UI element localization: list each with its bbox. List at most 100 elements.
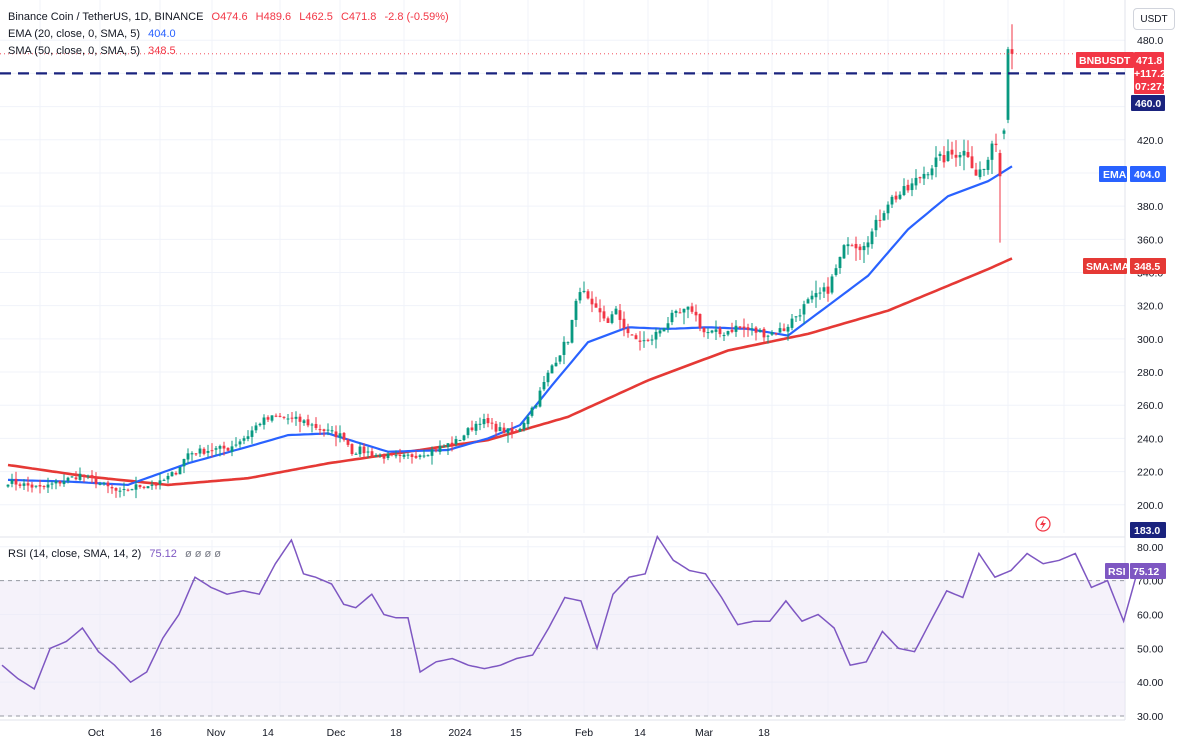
candle-body[interactable]: [754, 327, 758, 333]
candle-body[interactable]: [770, 332, 774, 335]
candle-body[interactable]: [466, 428, 470, 436]
candle-body[interactable]: [534, 405, 538, 408]
candle-body[interactable]: [638, 340, 642, 342]
candle-body[interactable]: [18, 484, 22, 486]
candle-body[interactable]: [694, 311, 698, 316]
candle-body[interactable]: [106, 482, 110, 487]
candle-body[interactable]: [418, 455, 422, 458]
candle-body[interactable]: [650, 339, 654, 341]
candle-body[interactable]: [458, 440, 462, 442]
candle-body[interactable]: [630, 334, 634, 336]
candle-body[interactable]: [242, 438, 246, 441]
candle-body[interactable]: [990, 143, 994, 160]
candle-body[interactable]: [982, 168, 986, 170]
candle-body[interactable]: [98, 483, 102, 485]
candle-body[interactable]: [322, 429, 326, 431]
candle-body[interactable]: [790, 318, 794, 328]
candle-body[interactable]: [930, 168, 934, 176]
candle-body[interactable]: [6, 484, 10, 487]
candle-body[interactable]: [310, 424, 314, 426]
candle-body[interactable]: [406, 454, 410, 456]
candle-body[interactable]: [678, 312, 682, 314]
candle-body[interactable]: [74, 477, 78, 480]
candle-body[interactable]: [606, 318, 610, 323]
candle-body[interactable]: [614, 308, 618, 315]
candle-body[interactable]: [902, 186, 906, 196]
candle-body[interactable]: [542, 382, 546, 390]
candle-body[interactable]: [414, 455, 418, 458]
candle-body[interactable]: [826, 286, 830, 294]
candle-body[interactable]: [854, 243, 858, 249]
candle-body[interactable]: [426, 455, 430, 457]
candle-body[interactable]: [538, 390, 542, 407]
candle-body[interactable]: [898, 194, 902, 199]
candle-body[interactable]: [958, 155, 962, 158]
time-axis[interactable]: Oct 16 Nov 14 Dec 18 2024 15 Feb 14 Mar 18: [88, 727, 770, 739]
candle-body[interactable]: [1002, 130, 1006, 134]
candle-body[interactable]: [330, 430, 334, 432]
ema-legend[interactable]: EMA (20, close, 0, SMA, 5) 404.0: [8, 27, 181, 41]
candle-body[interactable]: [170, 472, 174, 477]
candle-body[interactable]: [926, 174, 930, 176]
candle-body[interactable]: [278, 415, 282, 417]
candle-body[interactable]: [34, 485, 38, 487]
candle-body[interactable]: [910, 183, 914, 191]
candle-body[interactable]: [26, 483, 30, 486]
candle-body[interactable]: [390, 453, 394, 455]
candle-body[interactable]: [598, 308, 602, 313]
candle-body[interactable]: [546, 372, 550, 383]
candle-body[interactable]: [198, 448, 202, 454]
candle-body[interactable]: [398, 455, 402, 457]
candle-body[interactable]: [10, 479, 14, 484]
candle-body[interactable]: [586, 291, 590, 299]
candle-body[interactable]: [670, 312, 674, 323]
candle-body[interactable]: [846, 244, 850, 247]
candle-body[interactable]: [126, 489, 130, 491]
candle-body[interactable]: [478, 423, 482, 425]
candle-body[interactable]: [342, 432, 346, 440]
candle-body[interactable]: [662, 328, 666, 332]
candle-body[interactable]: [658, 330, 662, 334]
candle-body[interactable]: [62, 481, 66, 485]
candle-body[interactable]: [402, 454, 406, 457]
candle-body[interactable]: [574, 300, 578, 320]
candle-body[interactable]: [206, 451, 210, 453]
candle-body[interactable]: [774, 333, 778, 335]
candle-body[interactable]: [294, 416, 298, 419]
candle-body[interactable]: [566, 342, 570, 344]
candle-body[interactable]: [674, 310, 678, 313]
candle-body[interactable]: [762, 328, 766, 338]
candle-body[interactable]: [522, 422, 526, 430]
candle-body[interactable]: [230, 446, 234, 452]
candle-body[interactable]: [946, 151, 950, 161]
candle-body[interactable]: [934, 157, 938, 167]
candle-body[interactable]: [742, 326, 746, 329]
candle-body[interactable]: [830, 276, 834, 293]
candle-body[interactable]: [54, 481, 58, 484]
candle-body[interactable]: [806, 299, 810, 304]
candle-body[interactable]: [942, 155, 946, 163]
candle-body[interactable]: [842, 245, 846, 259]
candle-body[interactable]: [866, 242, 870, 248]
candle-body[interactable]: [30, 484, 34, 488]
candle-body[interactable]: [954, 154, 958, 158]
candle-body[interactable]: [938, 153, 942, 157]
candle-body[interactable]: [486, 418, 490, 424]
candle-body[interactable]: [254, 425, 258, 431]
candle-body[interactable]: [86, 475, 90, 477]
candle-body[interactable]: [302, 420, 306, 423]
candle-body[interactable]: [706, 332, 710, 334]
candle-body[interactable]: [250, 430, 254, 437]
candle-body[interactable]: [526, 416, 530, 425]
candle-body[interactable]: [42, 486, 46, 488]
candle-body[interactable]: [782, 328, 786, 331]
candle-body[interactable]: [1010, 49, 1014, 54]
candle-body[interactable]: [890, 196, 894, 205]
candle-body[interactable]: [270, 415, 274, 421]
candle-body[interactable]: [258, 423, 262, 426]
candle-body[interactable]: [810, 295, 814, 300]
candle-body[interactable]: [786, 326, 790, 332]
candle-body[interactable]: [870, 231, 874, 245]
candle-body[interactable]: [682, 308, 686, 313]
